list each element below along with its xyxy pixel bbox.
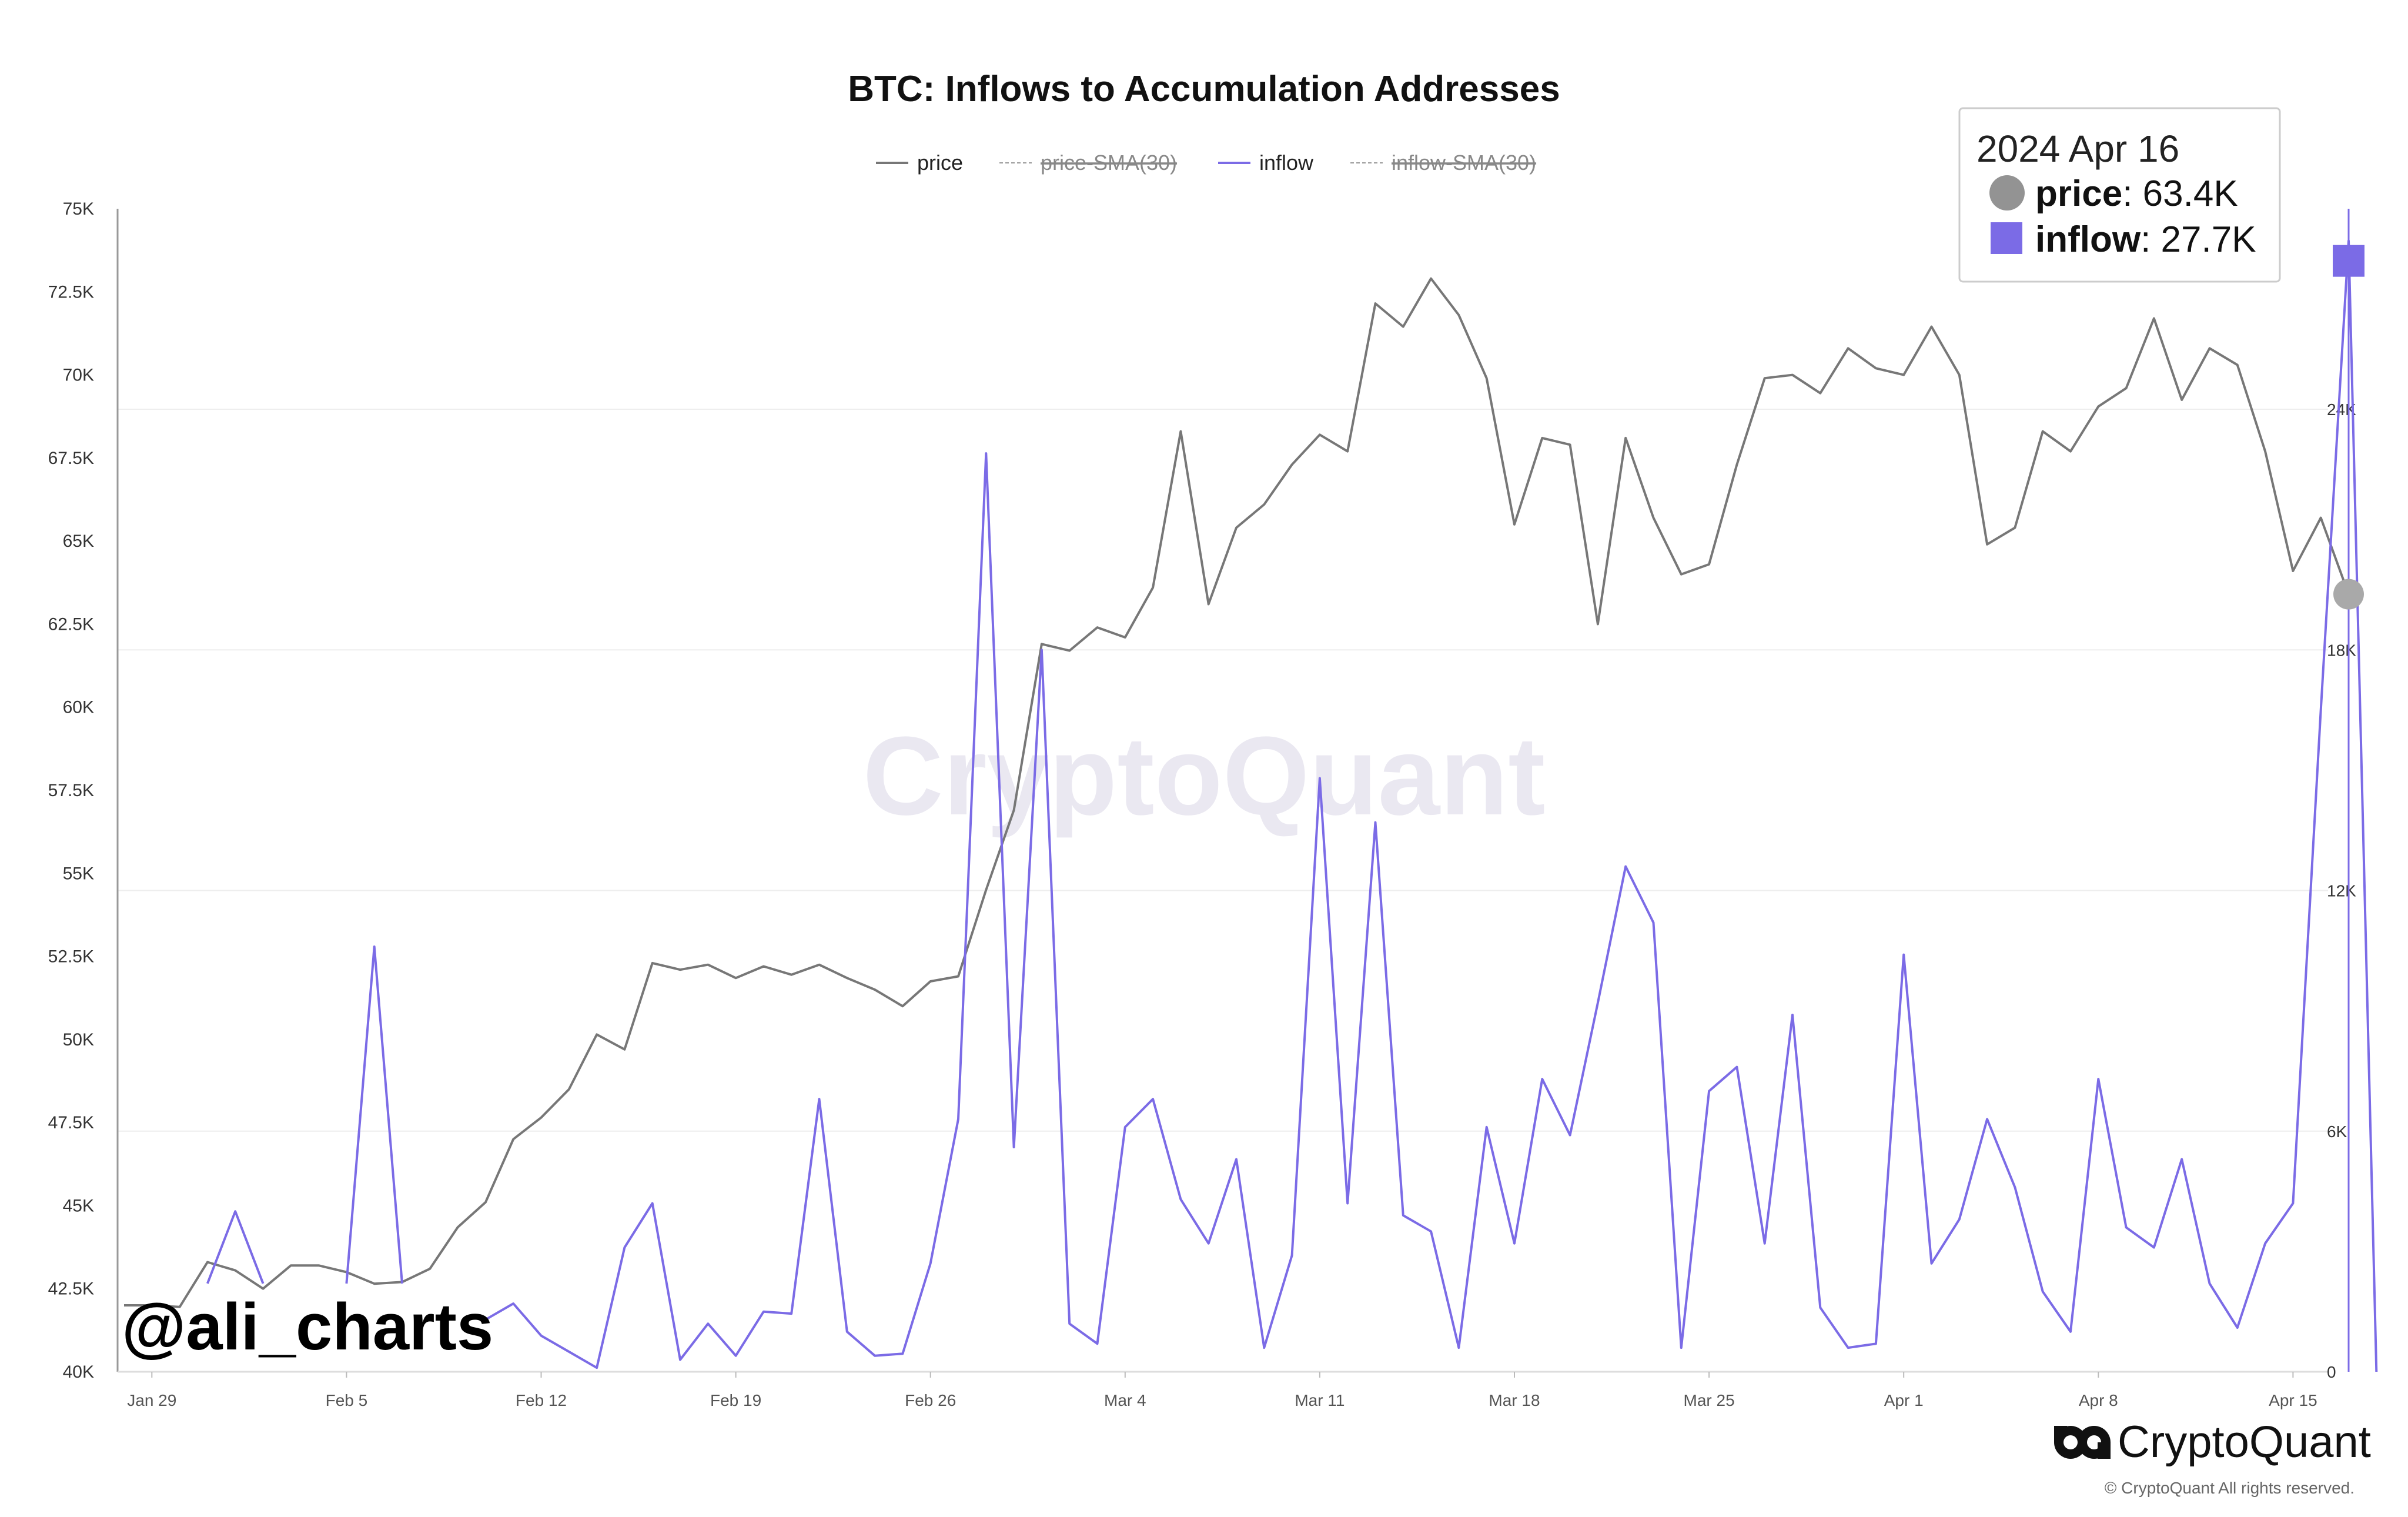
y-right-tick-label: 6K [2327, 1122, 2347, 1141]
x-tick-label: Apr 15 [2269, 1391, 2317, 1409]
y-left-tick-label: 52.5K [48, 947, 94, 967]
copyright: © CryptoQuant All rights reserved. [2105, 1479, 2355, 1497]
tooltip-price-marker [1989, 175, 2025, 210]
inflow-line [484, 239, 2378, 1372]
legend-item-inflow[interactable]: inflow [1218, 151, 1314, 175]
x-tick-label: Jan 29 [127, 1391, 176, 1409]
y-left-tick-label: 65K [63, 532, 94, 551]
x-tick-label: Feb 12 [516, 1391, 567, 1409]
y-left-tick-label: 60K [63, 698, 94, 717]
svg-text:inflow: 27.7K: inflow: 27.7K [2035, 219, 2256, 260]
x-tick-label: Apr 1 [1884, 1391, 1924, 1409]
grid [118, 409, 2328, 1132]
legend-label-price: price [917, 151, 963, 175]
tooltip-price-value: 63.4K [2143, 173, 2238, 214]
brand-logo: CryptoQuant [2054, 1417, 2371, 1467]
legend-item-inflow-sma[interactable]: inflow-SMA(30) [1350, 151, 1536, 175]
inflow-hover-point [2333, 245, 2364, 277]
x-tick-label: Apr 8 [2079, 1391, 2118, 1409]
y-left-tick-label: 67.5K [48, 449, 94, 468]
x-tick-label: Mar 18 [1489, 1391, 1540, 1409]
legend: price price-SMA(30) inflow inflow-SMA(30… [876, 151, 1536, 175]
cryptoquant-logo-icon [2054, 1426, 2111, 1459]
tooltip-inflow-value: 27.7K [2161, 219, 2256, 260]
y-left-tick-label: 72.5K [48, 282, 94, 302]
y-left-tick-label: 57.5K [48, 781, 94, 800]
tooltip-inflow-label: inflow [2035, 219, 2141, 260]
y-left-tick-label: 40K [63, 1362, 94, 1382]
price-hover-point [2333, 579, 2364, 610]
legend-label-inflow-sma: inflow-SMA(30) [1392, 151, 1536, 175]
legend-item-price-sma[interactable]: price-SMA(30) [999, 151, 1177, 175]
y-left-tick-label: 62.5K [48, 614, 94, 634]
series [124, 209, 2378, 1372]
x-tick-label: Mar 25 [1684, 1391, 1735, 1409]
price-line [124, 277, 2350, 1308]
y-left-tick-label: 70K [63, 366, 94, 385]
legend-label-price-sma: price-SMA(30) [1041, 151, 1177, 175]
legend-item-price[interactable]: price [876, 151, 963, 175]
tooltip-price-label: price [2035, 173, 2122, 214]
y-left-tick-label: 50K [63, 1030, 94, 1050]
handle-label: @ali_charts [122, 1290, 493, 1364]
tooltip-inflow-marker [1991, 222, 2022, 254]
x-tick-label: Mar 4 [1104, 1391, 1146, 1409]
y-right-tick-label: 18K [2327, 641, 2356, 659]
x-tick-label: Feb 19 [710, 1391, 761, 1409]
inflow-line [345, 945, 403, 1284]
inflow-line [206, 1210, 265, 1284]
svg-text:price: 63.4K: price: 63.4K [2035, 173, 2238, 214]
y-left-tick-label: 45K [63, 1196, 94, 1215]
tooltip: 2024 Apr 16 price: 63.4K inflow: 27.7K [1958, 107, 2281, 283]
y-left-tick-label: 75K [63, 199, 94, 219]
y-left-tick-label: 47.5K [48, 1113, 94, 1132]
x-tick-label: Feb 5 [326, 1391, 368, 1409]
y-right-tick-label: 24K [2327, 400, 2356, 419]
y-right-tick-label: 0 [2327, 1363, 2336, 1381]
y-right-tick-label: 12K [2327, 882, 2356, 900]
tooltip-date: 2024 Apr 16 [1976, 128, 2179, 170]
y-left-tick-label: 42.5K [48, 1279, 94, 1299]
x-tick-label: Mar 11 [1295, 1391, 1345, 1409]
y-left-tick-label: 55K [63, 864, 94, 883]
axes: 40K 42.5K 45K 47.5K 50K 52.5K 55K 57.5K 60K 62.5K… [48, 199, 2357, 1409]
legend-label-inflow: inflow [1259, 151, 1314, 175]
x-tick-label: Feb 26 [905, 1391, 956, 1409]
chart-title: BTC: Inflows to Accumulation Addresses [848, 69, 1560, 109]
watermark: CryptoQuant [862, 714, 1545, 838]
brand-name: CryptoQuant [2118, 1417, 2371, 1467]
